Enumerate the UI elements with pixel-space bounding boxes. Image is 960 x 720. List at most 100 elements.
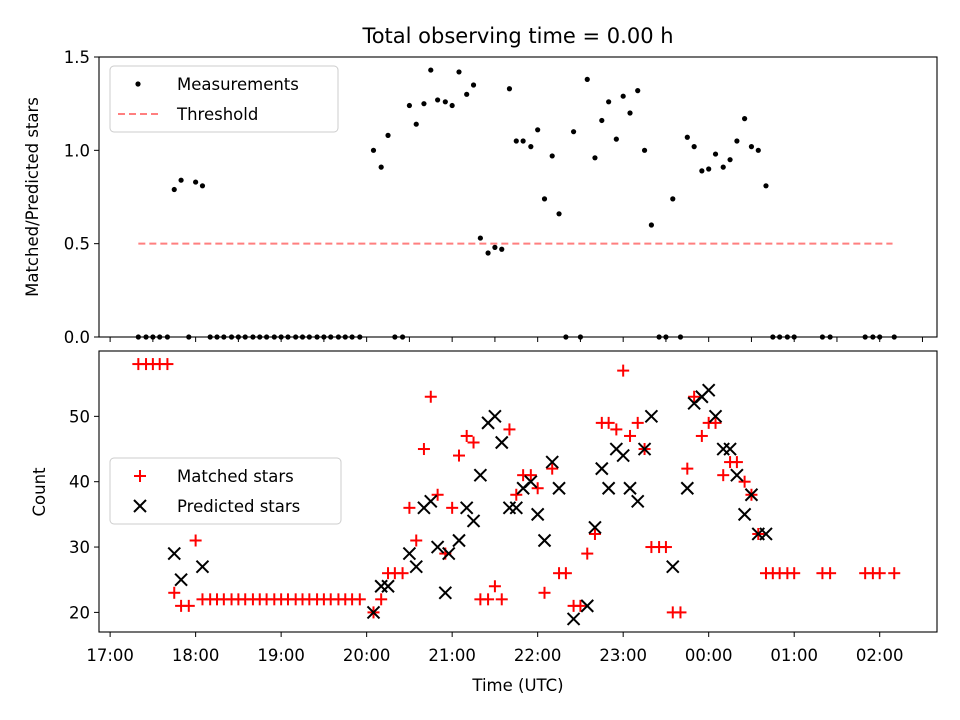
predicted-star-marker	[601, 481, 616, 495]
predicted-star-marker-b	[424, 494, 438, 509]
bottom-y-tick-label: 50	[69, 407, 90, 426]
predicted-star-marker-b	[174, 573, 188, 587]
predicted-star-marker-b	[552, 481, 566, 495]
predicted-star-marker-b	[509, 501, 523, 515]
predicted-star-marker-b	[759, 527, 773, 541]
measurement-point	[306, 334, 312, 340]
measurement-point	[606, 99, 612, 105]
matched-star-marker	[424, 390, 437, 403]
top-y-tick-label: 0.5	[64, 235, 90, 254]
predicted-stars-points	[167, 383, 773, 626]
predicted-star-marker-b	[466, 514, 481, 528]
predicted-star-marker	[708, 409, 723, 424]
measurement-point	[777, 334, 783, 340]
predicted-star-marker	[466, 514, 481, 528]
measurement-point	[378, 164, 384, 170]
measurement-point	[442, 99, 448, 105]
matched-star-marker	[581, 547, 594, 560]
matched-star-marker	[888, 567, 901, 580]
bottom-x-tick-label: 21:00	[428, 646, 476, 665]
predicted-star-marker	[566, 612, 581, 626]
predicted-star-marker	[530, 507, 545, 522]
predicted-star-marker	[701, 383, 716, 397]
measurement-point	[684, 134, 690, 140]
measurement-point	[342, 334, 348, 340]
matched-star-marker	[431, 488, 444, 501]
predicted-star-marker-b	[537, 533, 552, 548]
measurement-point	[727, 157, 733, 163]
measurement-point	[641, 147, 648, 153]
top-y-axis-label: Matched/Predicted stars	[23, 97, 42, 297]
predicted-star-marker-b	[609, 442, 624, 456]
predicted-star-marker-b	[402, 546, 417, 561]
measurement-point	[221, 334, 227, 340]
predicted-star-marker-b	[452, 533, 466, 548]
top-x-axis-ticks	[109, 337, 923, 342]
predicted-star-marker	[631, 494, 645, 509]
matched-star-marker	[182, 599, 195, 612]
top-legend-box	[109, 65, 339, 133]
measurement-point	[464, 91, 470, 97]
predicted-star-marker	[473, 468, 488, 482]
predicted-star-marker-b	[488, 409, 502, 424]
predicted-star-marker	[459, 501, 474, 515]
predicted-star-marker-b	[701, 383, 716, 397]
measurement-point	[513, 138, 519, 144]
predicted-star-marker	[438, 586, 453, 600]
measurement-point	[599, 117, 605, 124]
bottom-x-axis-ticks: 17:00 18:00 19:00 20:00 21:00 22:00 23:00 00:00…	[86, 632, 903, 665]
bottom-x-tick-label: 22:00	[514, 646, 562, 665]
bottom-panel: 20 30 40 50 17:00 18:00 19:00 20:00 21:00 22:00 2…	[30, 350, 938, 695]
predicted-star-marker-b	[708, 409, 723, 424]
bottom-x-tick-label: 23:00	[599, 646, 647, 665]
matched-star-marker	[546, 462, 559, 475]
measurement-point	[506, 86, 513, 92]
predicted-star-marker	[402, 546, 417, 561]
predicted-star-marker-b	[637, 442, 652, 456]
predicted-star-marker-b	[545, 455, 559, 469]
predicted-star-marker	[545, 455, 559, 469]
legend-label-matched: Matched stars	[177, 467, 294, 486]
measurement-point	[755, 147, 761, 153]
predicted-star-marker	[623, 481, 637, 495]
legend-label-threshold: Threshold	[176, 105, 258, 124]
predicted-star-marker	[167, 546, 181, 561]
predicted-star-marker	[409, 559, 423, 574]
measurement-point	[214, 334, 220, 340]
matched-star-marker	[189, 534, 202, 547]
measurement-point	[485, 250, 491, 256]
legend-marker-measurements	[135, 81, 141, 87]
measurement-point	[135, 334, 141, 340]
predicted-star-marker-b	[195, 559, 210, 574]
measurements-points	[135, 67, 897, 340]
measurement-point	[413, 121, 419, 127]
top-panel: 0.0 0.5 1.0 1.5 Matched/Predicted stars Mea…	[23, 48, 938, 347]
measurement-point	[535, 127, 541, 133]
top-y-tick-label: 1.5	[64, 48, 90, 67]
predicted-star-marker	[580, 599, 594, 613]
predicted-star-marker-b	[623, 481, 637, 495]
bottom-y-axis-label: Count	[30, 467, 49, 517]
legend-marker-matched	[134, 470, 146, 482]
measurement-point	[541, 196, 548, 202]
predicted-star-marker-b	[631, 494, 645, 509]
legend-marker-predicted	[133, 499, 147, 513]
measurement-point	[627, 110, 633, 116]
matched-star-marker	[452, 449, 465, 462]
matched-star-marker	[168, 586, 181, 599]
predicted-star-marker	[424, 494, 438, 509]
matched-star-marker	[610, 423, 623, 436]
predicted-star-marker-b	[723, 442, 737, 456]
predicted-star-marker	[666, 559, 680, 574]
matched-star-marker	[396, 567, 409, 580]
predicted-star-marker-b	[530, 507, 545, 522]
matched-star-marker	[161, 358, 174, 371]
matched-star-marker	[403, 501, 416, 514]
predicted-star-marker-b	[644, 409, 659, 424]
matched-star-marker	[688, 390, 701, 403]
measurement-point	[520, 138, 526, 144]
predicted-star-marker	[552, 481, 566, 495]
measurement-point	[556, 211, 562, 217]
matched-star-marker	[488, 580, 501, 593]
measurement-point	[385, 132, 391, 138]
